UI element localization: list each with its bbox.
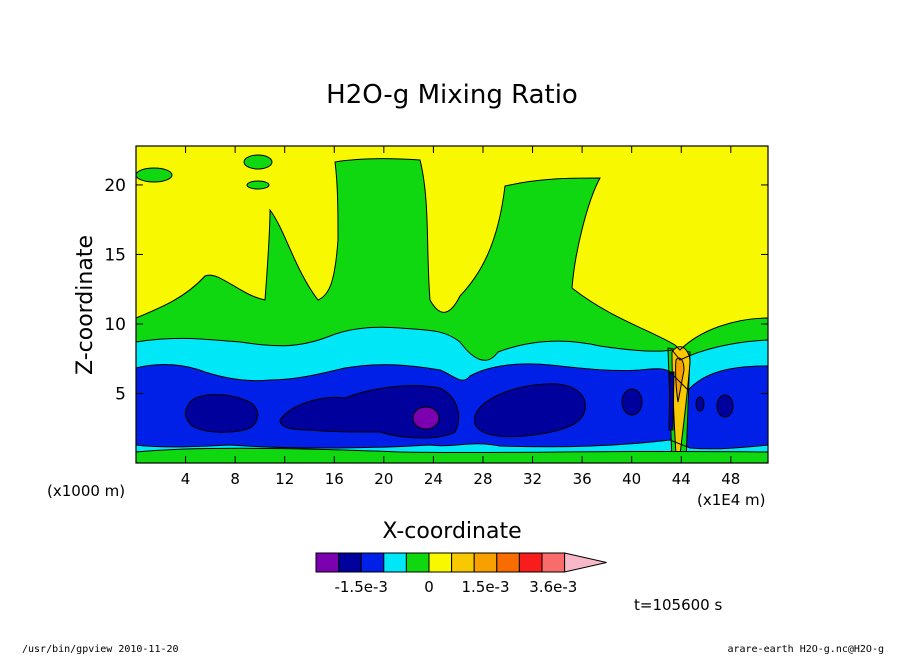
x-tick-label-36: 36 — [573, 470, 592, 488]
y-axis-label: Z-coordinate — [73, 235, 98, 375]
navy-core-small-a — [621, 388, 643, 416]
navy-core-small-b — [716, 394, 734, 418]
purple-minimum — [412, 406, 440, 430]
plot-frame — [135, 145, 769, 464]
colorbar-swatch-3 — [383, 552, 407, 573]
time-label: t=105600 s — [634, 596, 722, 614]
contour-line-green — [136, 158, 768, 463]
y-tick-label-10: 10 — [104, 315, 126, 335]
colorbar-swatch-7 — [473, 552, 498, 573]
colorbar-label-3: 3.6e-3 — [529, 578, 577, 596]
x-tick-label-24: 24 — [424, 470, 443, 488]
navy-core-right — [474, 383, 586, 438]
x-tick-label-48: 48 — [721, 470, 740, 488]
y-tick-label-5: 5 — [115, 384, 126, 404]
plume-navy — [668, 371, 675, 431]
x-axis-label: X-coordinate — [382, 519, 521, 544]
colorbar-label-0: -1.5e-3 — [334, 578, 387, 596]
bottom-green-strip — [136, 447, 768, 463]
contour-line-cyan — [136, 326, 768, 463]
colorbar-swatch-0 — [315, 552, 340, 573]
x-tick-label-8: 8 — [230, 470, 240, 488]
colorbar-swatch-4 — [405, 552, 430, 573]
x-tick-label-20: 20 — [374, 470, 393, 488]
colorbar-swatch-2 — [360, 552, 385, 573]
contour-line-blue — [136, 363, 768, 450]
green-patch-upper-left — [136, 167, 173, 183]
x-unit-right: (x1E4 m) — [697, 491, 766, 509]
navy-core-middle — [279, 385, 460, 439]
x-tick-label-4: 4 — [181, 470, 191, 488]
x-tick-label-44: 44 — [672, 470, 691, 488]
x-tick-label-12: 12 — [275, 470, 294, 488]
x-tick-label-32: 32 — [523, 470, 542, 488]
footer-left: /usr/bin/gpview 2010-11-20 — [22, 644, 179, 654]
colorbar-label-1: 0 — [424, 578, 434, 596]
colorbar-swatch-5 — [428, 552, 453, 573]
colorbar-label-2: 1.5e-3 — [461, 578, 509, 596]
green-patch-upper — [243, 154, 273, 170]
x-tick-label-16: 16 — [325, 470, 344, 488]
x-unit-left: (x1000 m) — [47, 482, 125, 500]
colorbar-arrow — [564, 552, 607, 573]
plot-area — [136, 146, 768, 463]
contour-lines — [136, 158, 768, 463]
y-tick-label-15: 15 — [104, 245, 126, 265]
x-tick-label-28: 28 — [473, 470, 492, 488]
navy-core-small-c — [695, 396, 705, 412]
colorbar-swatch-8 — [496, 552, 520, 573]
colorbar-swatch-1 — [338, 552, 362, 573]
x-tick-label-40: 40 — [622, 470, 641, 488]
chart-title: H2O-g Mixing Ratio — [326, 80, 578, 110]
colorbar-swatch-9 — [518, 552, 543, 573]
green-patch-upper-small — [246, 180, 270, 190]
y-tick-label-20: 20 — [104, 176, 126, 196]
navy-core-left — [184, 394, 259, 433]
colorbar: -1.5e-3 0 1.5e-3 3.6e-3 — [315, 552, 607, 596]
footer-right: arare-earth_H2O-g.nc@H2O-g — [727, 644, 884, 654]
colorbar-swatch-6 — [451, 552, 475, 573]
y-axis-ticks: 5 10 15 20 — [104, 176, 768, 404]
colorbar-swatch-10 — [541, 552, 566, 573]
x-axis-ticks: 4 8 12 16 20 24 28 32 36 40 44 48 — [181, 146, 740, 488]
